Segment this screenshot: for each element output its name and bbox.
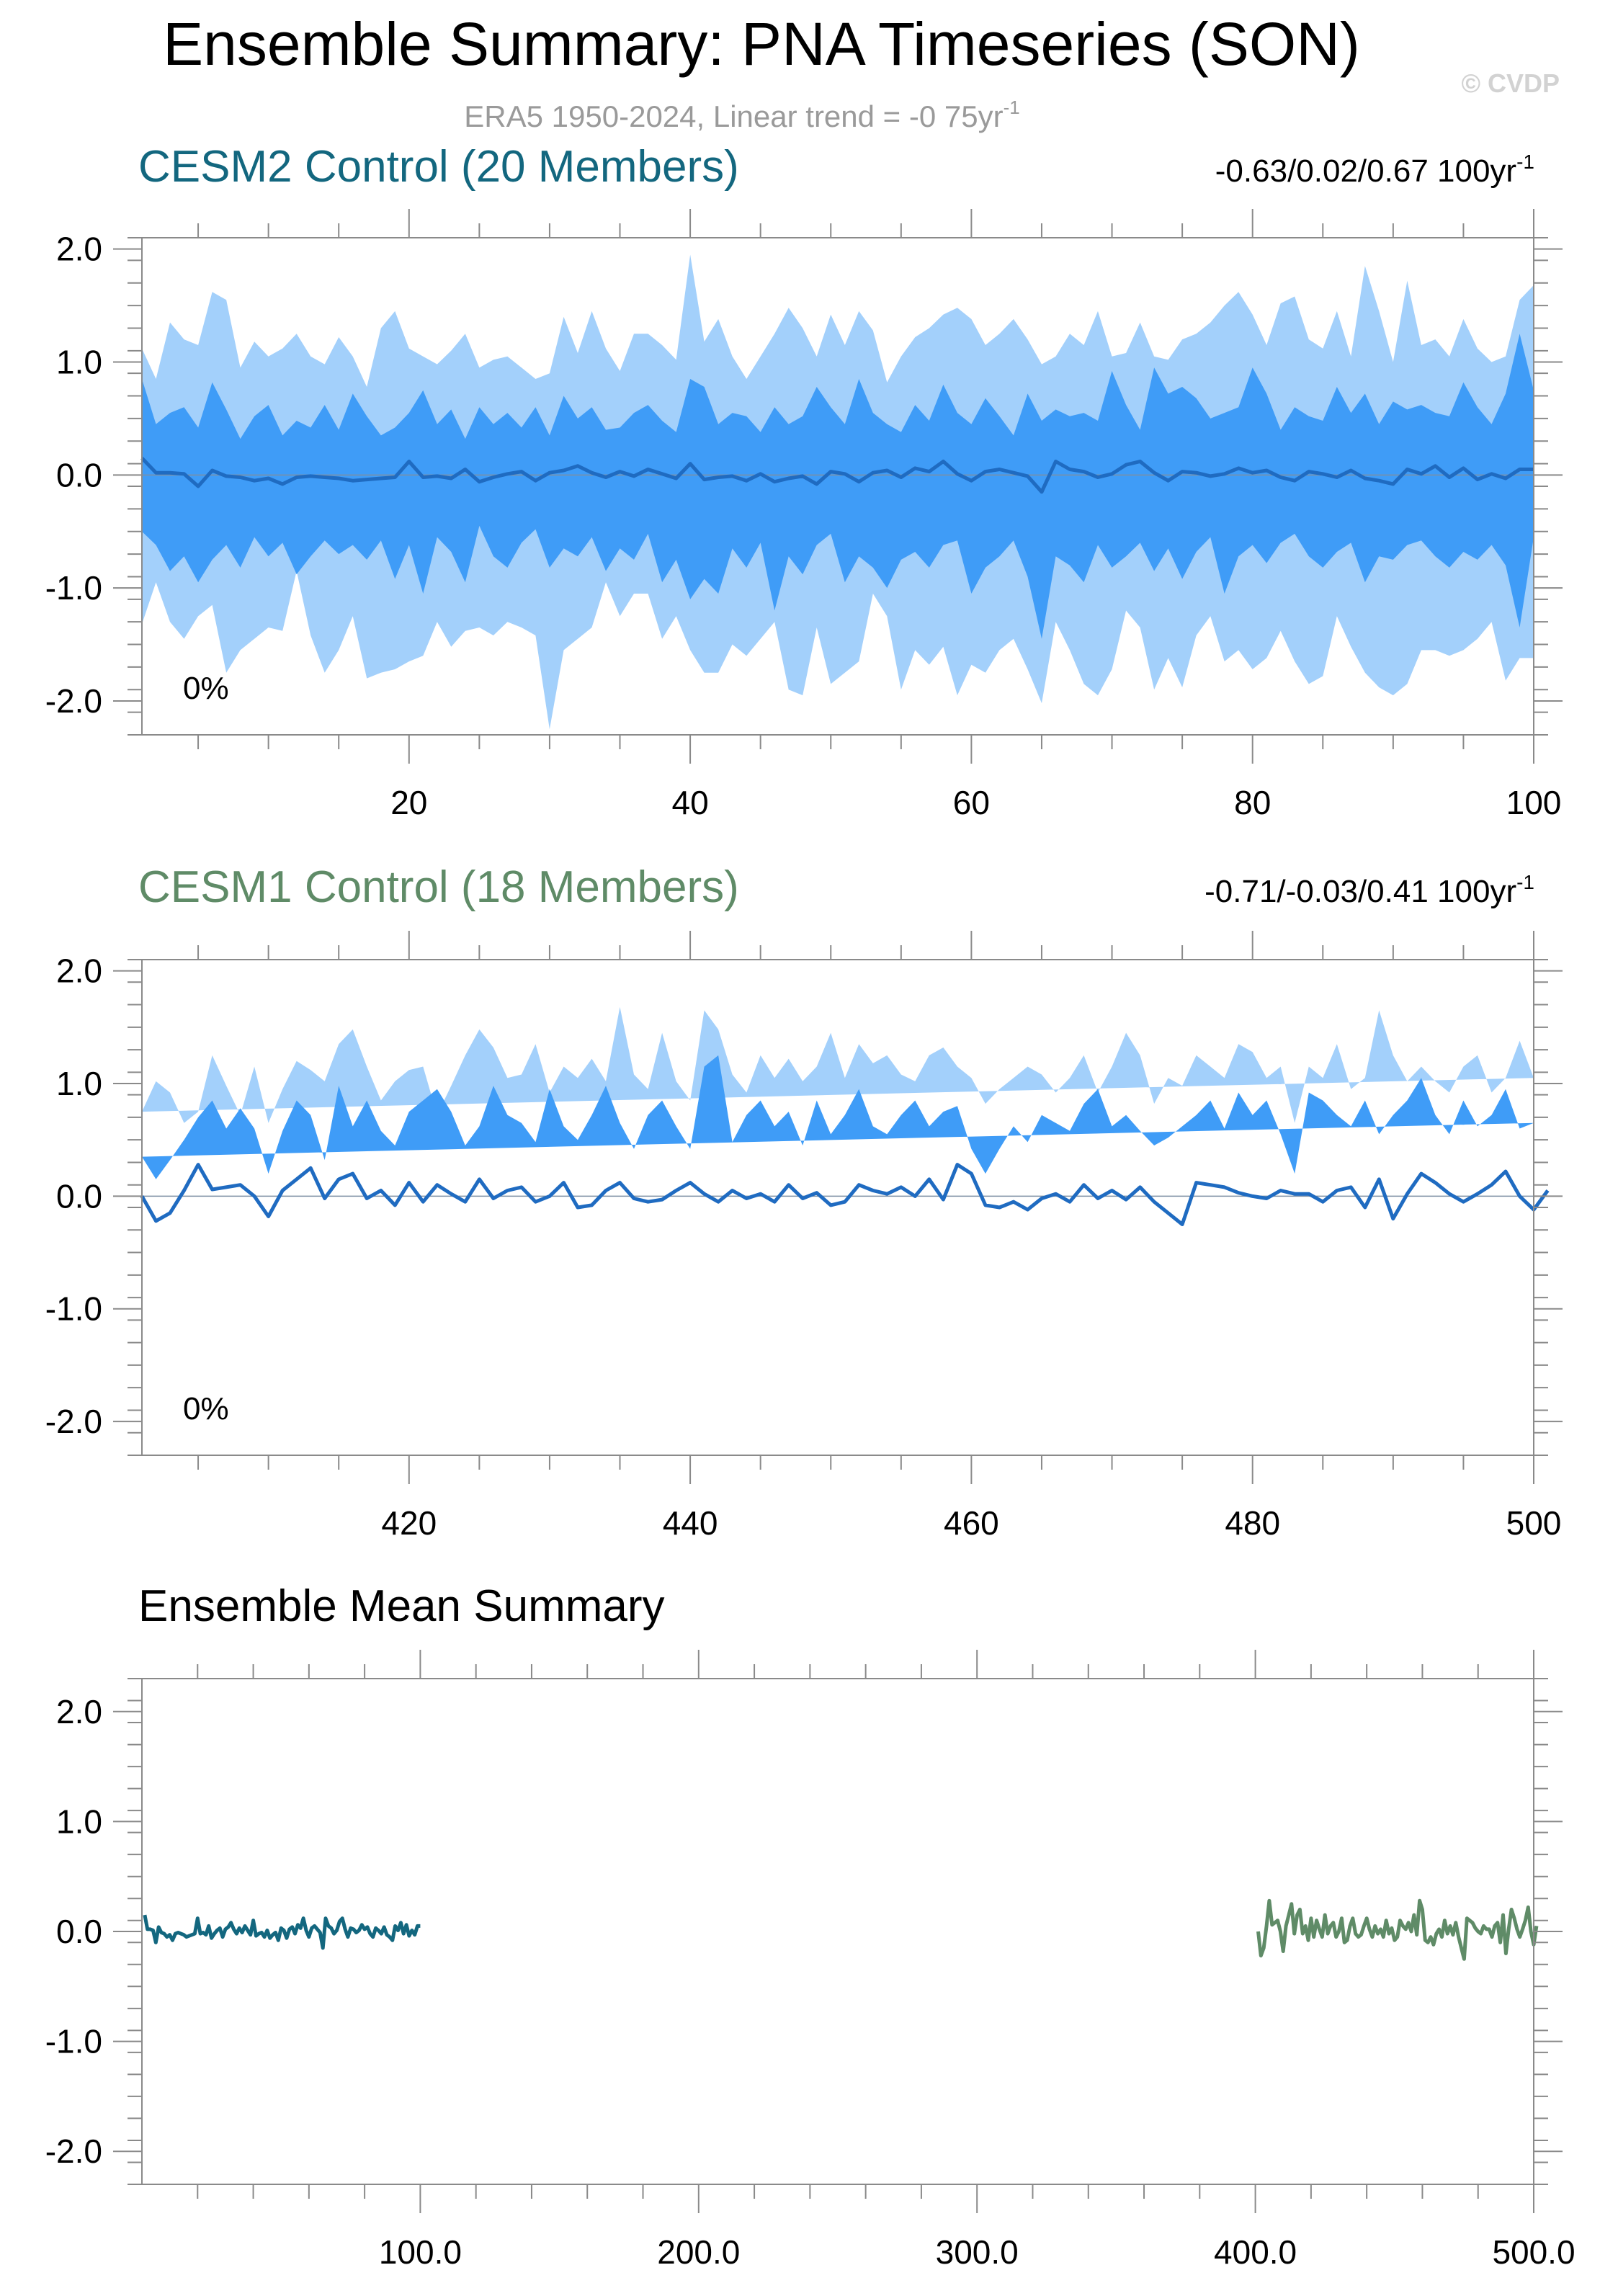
cesm2-y-tick-label: -1.0	[45, 569, 102, 607]
cesm1-x-tick-label: 460	[944, 1504, 999, 1542]
cesm2-x-tick-label: 80	[1234, 784, 1271, 821]
cesm1-ensemble-mean-line	[140, 1163, 1550, 1226]
cesm1-x-tick-label: 440	[663, 1504, 718, 1542]
figure-title: Ensemble Summary: PNA Timeseries (SON)	[163, 10, 1360, 78]
cesm2-x-tick-label: 20	[390, 784, 427, 821]
ensemble-mean-x-tick-label: 400.0	[1214, 2233, 1297, 2271]
cesm2-y-tick-label: 0.0	[56, 456, 102, 493]
cesm2-y-tick-label: 1.0	[56, 344, 102, 381]
cesm1-y-tick-label: 0.0	[56, 1177, 102, 1215]
cesm1-y-tick-label: -1.0	[45, 1290, 102, 1328]
cesm1-panel: CESM1 Control (18 Members) -0.71/-0.03/0…	[45, 862, 1563, 1542]
ensemble-mean-x-tick-label: 100.0	[379, 2233, 462, 2271]
cesm2-panel-title: CESM2 Control (20 Members)	[138, 142, 739, 192]
cesm1-x-tick-label: 420	[381, 1504, 437, 1542]
cesm1-x-tick-label: 500	[1506, 1504, 1562, 1542]
ensemble-mean-title: Ensemble Mean Summary	[138, 1581, 665, 1631]
ensemble-mean-x-tick-label: 200.0	[657, 2233, 740, 2271]
cesm1-y-tick-label: 2.0	[56, 952, 102, 990]
figure-subtitle-text: ERA5 1950-2024, Linear trend = -0 75yr	[464, 99, 1003, 133]
cesm1-y-tick-label: -2.0	[45, 1403, 102, 1440]
cesm2-x-tick-label: 60	[953, 784, 990, 821]
cesm1-y-tick-label: 1.0	[56, 1065, 102, 1102]
cesm2-plot-area: 2.0 1.0 0.0 -1.0 -2.0 20 40 60 80 100	[45, 209, 1563, 821]
cesm1-trend-stats-text: -0.71/-0.03/0.41 100yr	[1205, 874, 1516, 909]
cesm2-trend-stats: -0.63/0.02/0.67 100yr-1	[1215, 151, 1534, 189]
cesm2-trend-stats-text: -0.63/0.02/0.67 100yr	[1215, 153, 1516, 189]
ensemble-mean-y-tick-label: 0.0	[56, 1913, 102, 1950]
ensemble-mean-y-tick-label: 2.0	[56, 1693, 102, 1730]
cesm1-plot-area: 2.0 1.0 0.0 -1.0 -2.0 420 440 460 480 500	[45, 931, 1563, 1542]
figure-subtitle: ERA5 1950-2024, Linear trend = -0 75yr-1	[464, 97, 1019, 133]
cesm1-inner-band	[142, 1055, 1534, 1179]
cesm2-ensemble-mean-line	[140, 457, 1534, 494]
cesm2-percent-label: 0%	[183, 671, 229, 706]
cesm2-inner-band	[142, 334, 1534, 639]
cesm1-trend-stats: -0.71/-0.03/0.41 100yr-1	[1205, 871, 1534, 909]
cesm2-panel: CESM2 Control (20 Members) -0.63/0.02/0.…	[45, 142, 1563, 821]
ensemble-mean-y-tick-label: -2.0	[45, 2132, 102, 2170]
ensemble-mean-plot-area: 2.0 1.0 0.0 -1.0 -2.0 100.0 200.0 300.0 400.0 500…	[45, 1650, 1576, 2271]
cesm1-trend-stats-sup: -1	[1516, 871, 1534, 893]
watermark: © CVDP	[1461, 68, 1560, 98]
cesm2-trend-stats-sup: -1	[1516, 151, 1534, 173]
cesm1-x-tick-label: 480	[1225, 1504, 1280, 1542]
cesm2-x-tick-label: 100	[1506, 784, 1562, 821]
ensemble-mean-y-tick-label: -1.0	[45, 2023, 102, 2060]
cesm1-outer-band	[142, 1006, 1534, 1123]
ensemble-mean-y-tick-label: 1.0	[56, 1803, 102, 1840]
ensemble-mean-x-tick-label: 300.0	[936, 2233, 1019, 2271]
cesm1-panel-title: CESM1 Control (18 Members)	[138, 862, 739, 912]
cesm1-summary-line	[1256, 1898, 1539, 1961]
ensemble-mean-x-tick-label: 500.0	[1492, 2233, 1575, 2271]
cesm2-y-tick-label: 2.0	[56, 231, 102, 268]
figure-subtitle-sup: -1	[1004, 97, 1020, 118]
cesm2-x-tick-label: 40	[672, 784, 709, 821]
cesm2-summary-line	[143, 1914, 421, 1950]
cesm1-percent-label: 0%	[183, 1391, 229, 1426]
ensemble-mean-panel: Ensemble Mean Summary 2.0 1.0 0.0 -1.0 -2.0 1…	[45, 1581, 1576, 2271]
cesm2-y-tick-label: -2.0	[45, 682, 102, 720]
